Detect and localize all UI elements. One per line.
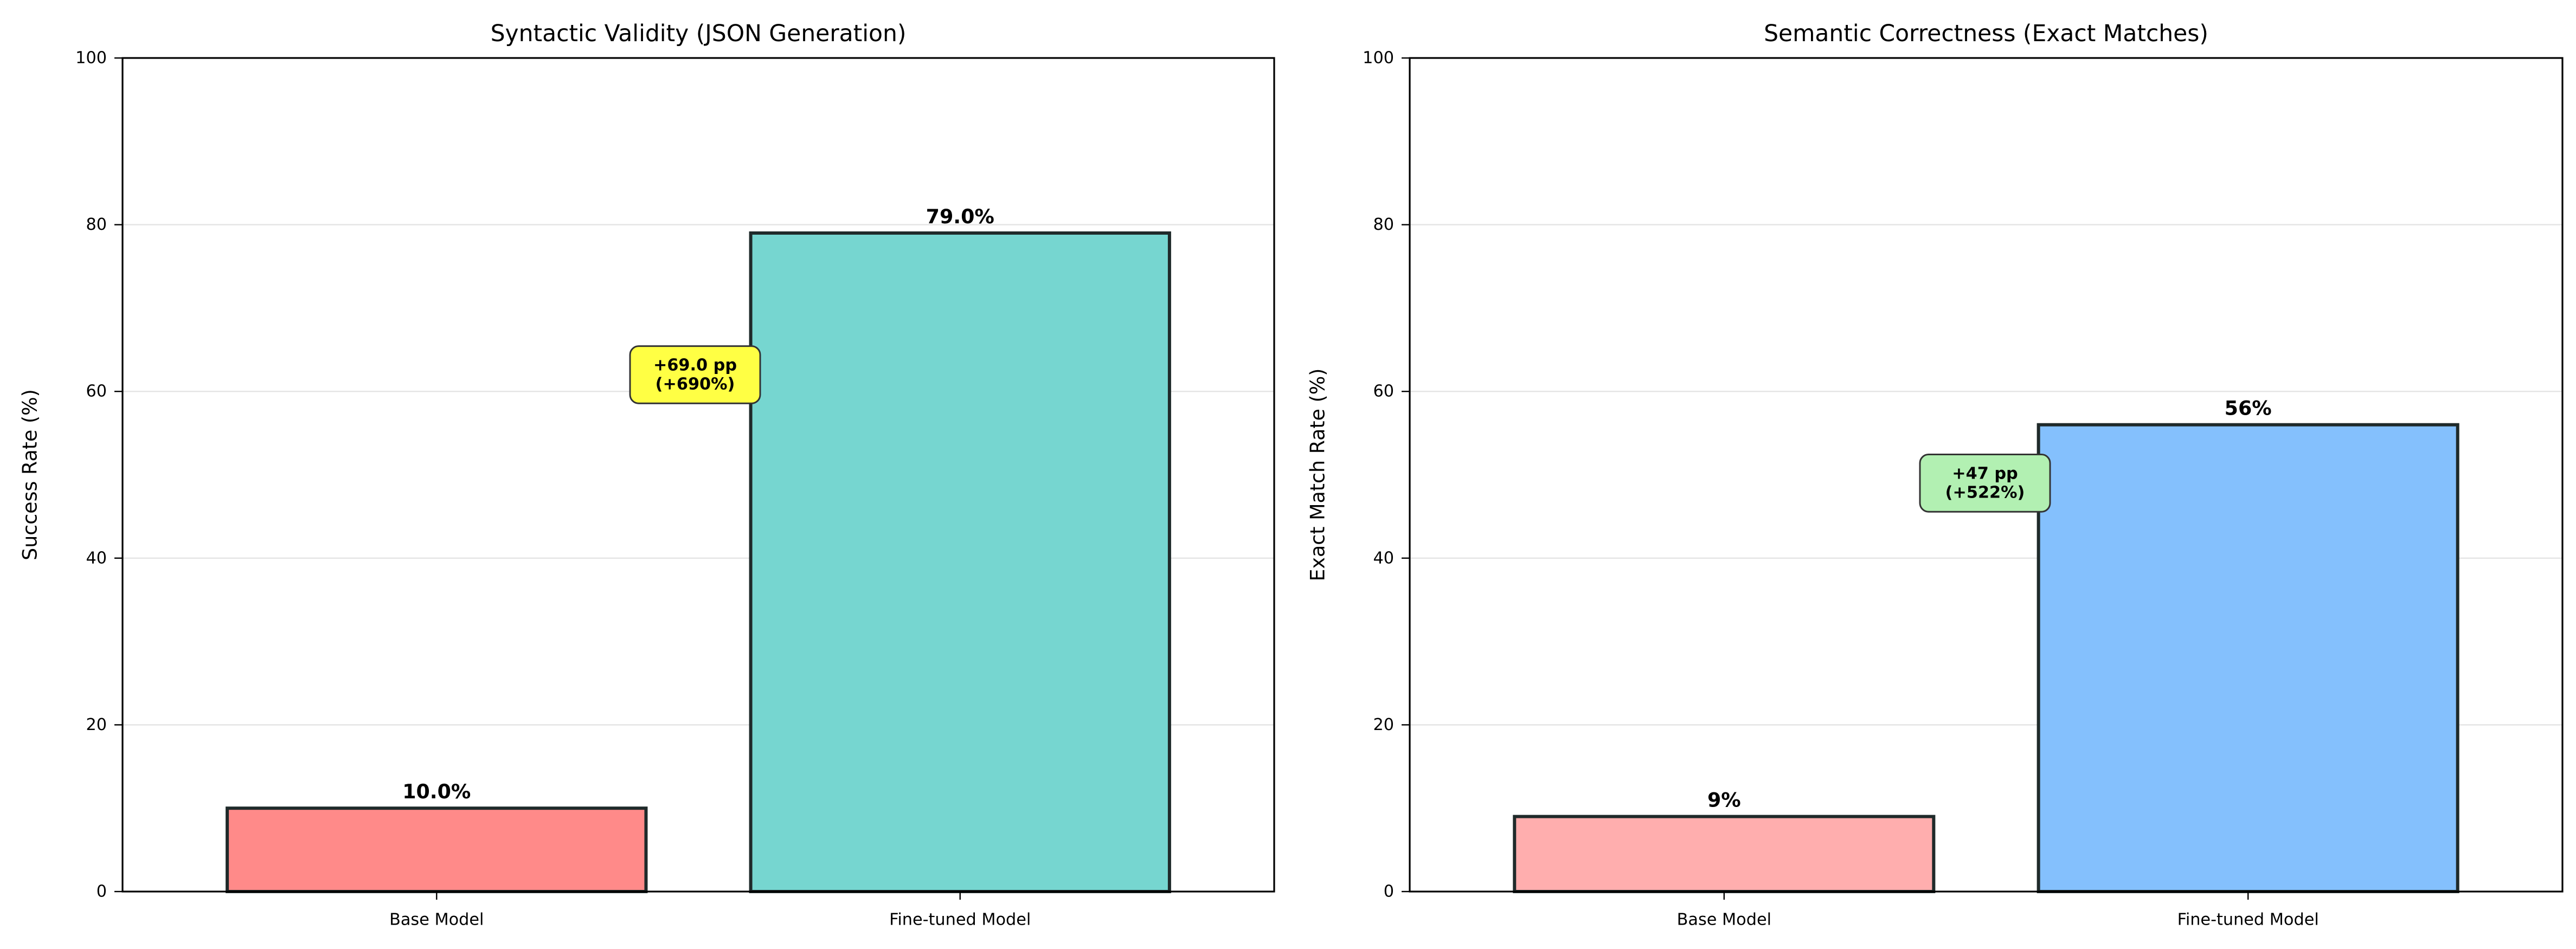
y-tick-label: 80 <box>86 215 107 234</box>
annotation-line: (+522%) <box>1945 483 2025 502</box>
bar <box>1513 815 1936 893</box>
annotation-line: +47 pp <box>1952 464 2018 483</box>
bar-value-label: 9% <box>1707 789 1741 812</box>
y-tick-label: 100 <box>1363 49 1394 68</box>
annotation-box <box>629 345 761 404</box>
chart-right: Semantic Correctness (Exact Matches) Exa… <box>1306 21 2564 929</box>
axes-frame <box>1409 57 2564 893</box>
chart-title: Semantic Correctness (Exact Matches) <box>1764 21 2208 47</box>
bar-value-label: 79.0% <box>926 205 994 228</box>
y-tick-label: 40 <box>1373 548 1394 567</box>
annotation-line: (+690%) <box>656 375 735 393</box>
y-tick-label: 100 <box>75 49 107 68</box>
x-tick-label: Base Model <box>1677 911 1771 929</box>
improvement-annotation: +47 pp (+522%) <box>1919 454 2051 513</box>
y-tick-label: 60 <box>86 382 107 401</box>
y-tick-label: 20 <box>1373 715 1394 734</box>
y-tick-label: 20 <box>86 715 107 734</box>
chart-title: Syntactic Validity (JSON Generation) <box>491 21 907 47</box>
bar <box>226 806 648 893</box>
chart-left: Syntactic Validity (JSON Generation) Suc… <box>18 21 1275 929</box>
x-tick-label: Fine-tuned Model <box>889 911 1031 929</box>
x-tick-label: Base Model <box>389 911 484 929</box>
annotation-line: +69.0 pp <box>653 356 737 375</box>
y-tick-label: 80 <box>1373 215 1394 234</box>
y-tick-label: 40 <box>86 548 107 567</box>
y-tick-label: 60 <box>1373 382 1394 401</box>
bar-value-label: 10.0% <box>402 780 471 803</box>
y-axis-label: Exact Match Rate (%) <box>1306 369 1329 582</box>
axes-frame <box>121 57 1275 893</box>
bar <box>749 231 1171 894</box>
y-axis-label: Success Rate (%) <box>18 389 42 560</box>
y-tick-label: 0 <box>1384 882 1394 901</box>
bar <box>2037 423 2459 893</box>
x-tick-label: Fine-tuned Model <box>2177 911 2319 929</box>
bar-value-label: 56% <box>2225 397 2272 420</box>
improvement-annotation: +69.0 pp (+690%) <box>629 345 761 404</box>
y-tick-label: 0 <box>97 882 107 901</box>
annotation-box <box>1919 454 2051 513</box>
